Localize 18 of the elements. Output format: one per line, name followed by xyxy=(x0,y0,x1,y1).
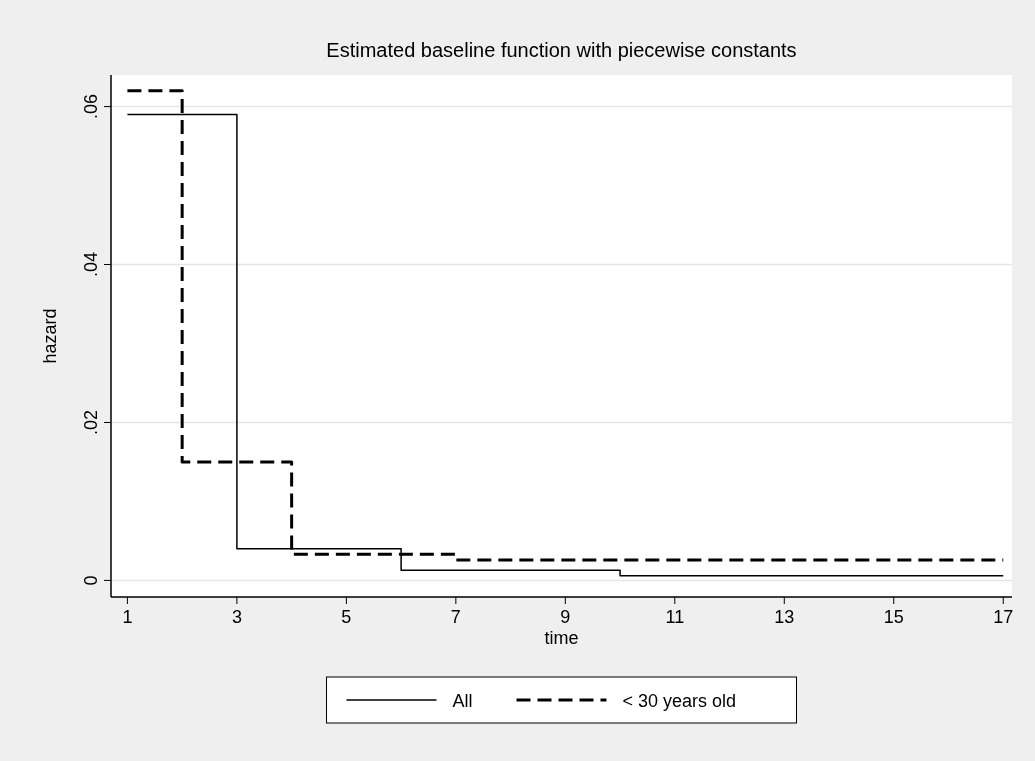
legend-label: All xyxy=(452,691,473,711)
x-tick-label: 15 xyxy=(883,607,904,627)
x-tick-label: 7 xyxy=(450,607,461,627)
x-tick-label: 17 xyxy=(993,607,1014,627)
x-tick-label: 1 xyxy=(122,607,133,627)
x-tick-label: 9 xyxy=(560,607,571,627)
y-tick-label: .04 xyxy=(81,252,101,278)
y-tick-label: .06 xyxy=(81,94,101,120)
y-tick-label: .02 xyxy=(81,409,101,435)
chart-title: Estimated baseline function with piecewise constants xyxy=(326,39,797,61)
x-tick-label: 11 xyxy=(665,607,685,627)
y-axis-title: hazard xyxy=(40,308,60,364)
x-tick-label: 13 xyxy=(774,607,795,627)
x-axis-title: time xyxy=(544,628,579,648)
legend-label: < 30 years old xyxy=(622,691,737,711)
x-tick-label: 5 xyxy=(341,607,352,627)
x-tick-label: 3 xyxy=(231,607,242,627)
y-tick-label: 0 xyxy=(81,575,101,586)
